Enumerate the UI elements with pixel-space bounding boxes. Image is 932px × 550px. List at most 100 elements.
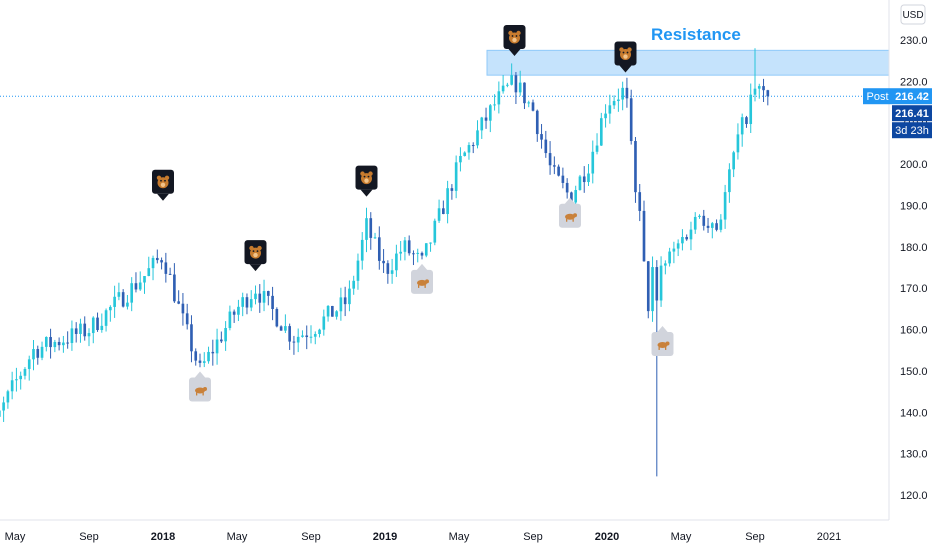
- candle: [390, 258, 394, 284]
- candle: [501, 75, 505, 94]
- price-ticks: 120.0 130.0 140.0 150.0 160.0 170.0 180.0 190.0…: [900, 35, 928, 502]
- bull-marker[interactable]: [189, 371, 211, 402]
- candle: [100, 313, 104, 333]
- bull-marker[interactable]: [559, 197, 581, 228]
- resistance-zone: [486, 49, 890, 76]
- candle: [335, 310, 338, 320]
- time-tick-label: May: [671, 531, 692, 543]
- candle: [19, 371, 23, 390]
- candle: [548, 141, 552, 175]
- candle: [659, 256, 663, 307]
- candle: [740, 113, 744, 147]
- candle: [463, 151, 467, 157]
- candle: [134, 272, 138, 293]
- time-tick-label: Sep: [79, 531, 99, 543]
- bull-icon: [195, 386, 207, 396]
- currency-button-box[interactable]: [900, 4, 926, 25]
- candle: [514, 72, 518, 105]
- candle: [288, 323, 291, 350]
- candle: [689, 221, 693, 251]
- candle: [476, 120, 479, 149]
- last-price-tag: 216.41: [895, 108, 929, 120]
- bear-marker[interactable]: [503, 25, 526, 56]
- post-price-tag: 216.42: [895, 91, 929, 103]
- candle: [228, 305, 232, 331]
- candle: [279, 325, 283, 331]
- candle: [642, 200, 646, 262]
- candle: [79, 318, 82, 343]
- price-tick-label: 180.0: [900, 242, 928, 254]
- candle: [15, 367, 18, 392]
- candle: [382, 249, 385, 273]
- price-tick-label: 230.0: [900, 35, 928, 47]
- candle: [365, 207, 368, 253]
- bear-marker[interactable]: [244, 240, 267, 272]
- candle: [728, 163, 731, 203]
- candle: [719, 214, 723, 233]
- candle: [36, 345, 40, 365]
- candle: [147, 256, 151, 277]
- candle: [651, 256, 654, 322]
- candle: [595, 133, 599, 155]
- candle: [168, 267, 172, 275]
- candle: [62, 335, 65, 353]
- currency-label[interactable]: USD: [902, 10, 923, 21]
- candle: [544, 130, 548, 158]
- candle: [471, 142, 475, 154]
- candle: [399, 240, 402, 261]
- candle: [301, 330, 304, 338]
- candle: [685, 234, 689, 241]
- candle: [44, 336, 48, 352]
- time-axis[interactable]: May Sep 2018 May Sep 2019 May Sep 2020 May Sep 2021: [0, 519, 889, 543]
- candles: [0, 48, 770, 477]
- candle: [535, 109, 539, 142]
- candle: [305, 325, 309, 350]
- candle: [117, 282, 121, 301]
- candle: [249, 290, 253, 312]
- price-tick-label: 140.0: [900, 407, 928, 419]
- candle: [198, 353, 202, 368]
- candle: [322, 309, 326, 336]
- candle: [386, 260, 390, 284]
- bear-marker[interactable]: [152, 169, 174, 201]
- candle: [271, 286, 274, 321]
- bear-marker[interactable]: [355, 165, 378, 197]
- candle: [446, 180, 449, 224]
- candle: [40, 341, 44, 361]
- candle: [87, 328, 91, 347]
- candle: [23, 367, 27, 380]
- candle: [681, 229, 684, 251]
- candle: [668, 247, 671, 267]
- price-tick-label: 120.0: [900, 490, 928, 502]
- candle: [612, 95, 616, 110]
- candle: [70, 320, 74, 351]
- candle: [138, 271, 142, 291]
- bear-marker[interactable]: [614, 41, 637, 73]
- candle: [753, 48, 757, 102]
- candle: [245, 293, 249, 315]
- bear-face-icon: [156, 175, 170, 189]
- candle: [109, 305, 112, 322]
- candle: [232, 309, 236, 323]
- candle: [0, 410, 1, 417]
- candle: [74, 322, 78, 343]
- candle: [582, 166, 586, 193]
- candle: [177, 290, 180, 305]
- candle: [173, 263, 176, 303]
- post-price-tag-box: [892, 88, 932, 105]
- candle: [318, 328, 321, 338]
- candle: [348, 280, 351, 312]
- bull-marker[interactable]: [651, 325, 674, 356]
- candle: [224, 321, 227, 351]
- candle: [130, 277, 134, 312]
- price-axis[interactable]: 120.0 130.0 140.0 150.0 160.0 170.0 180.0 190.0…: [863, 0, 932, 520]
- bull-marker[interactable]: [411, 263, 433, 294]
- candle: [527, 100, 531, 108]
- candle: [211, 339, 215, 366]
- candle: [356, 253, 360, 290]
- candle: [723, 184, 727, 229]
- time-tick-label: 2021: [817, 531, 841, 543]
- bull-icon: [657, 341, 670, 350]
- candle: [326, 305, 330, 322]
